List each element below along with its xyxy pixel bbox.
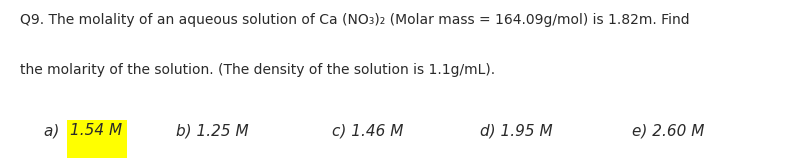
Text: c) 1.46 M: c) 1.46 M (332, 123, 403, 138)
FancyBboxPatch shape (67, 120, 127, 158)
Text: the molarity of the solution. (The density of the solution is 1.1g/mL).: the molarity of the solution. (The densi… (20, 63, 495, 77)
Text: Q9. The molality of an aqueous solution of Ca (NO₃)₂ (Molar mass = 164.09g/mol) : Q9. The molality of an aqueous solution … (20, 13, 690, 27)
Text: b) 1.25 M: b) 1.25 M (176, 123, 249, 138)
Text: e) 2.60 M: e) 2.60 M (632, 123, 704, 138)
Text: a): a) (44, 123, 64, 138)
Text: 1.54 M: 1.54 M (70, 123, 122, 138)
Text: d) 1.95 M: d) 1.95 M (480, 123, 553, 138)
